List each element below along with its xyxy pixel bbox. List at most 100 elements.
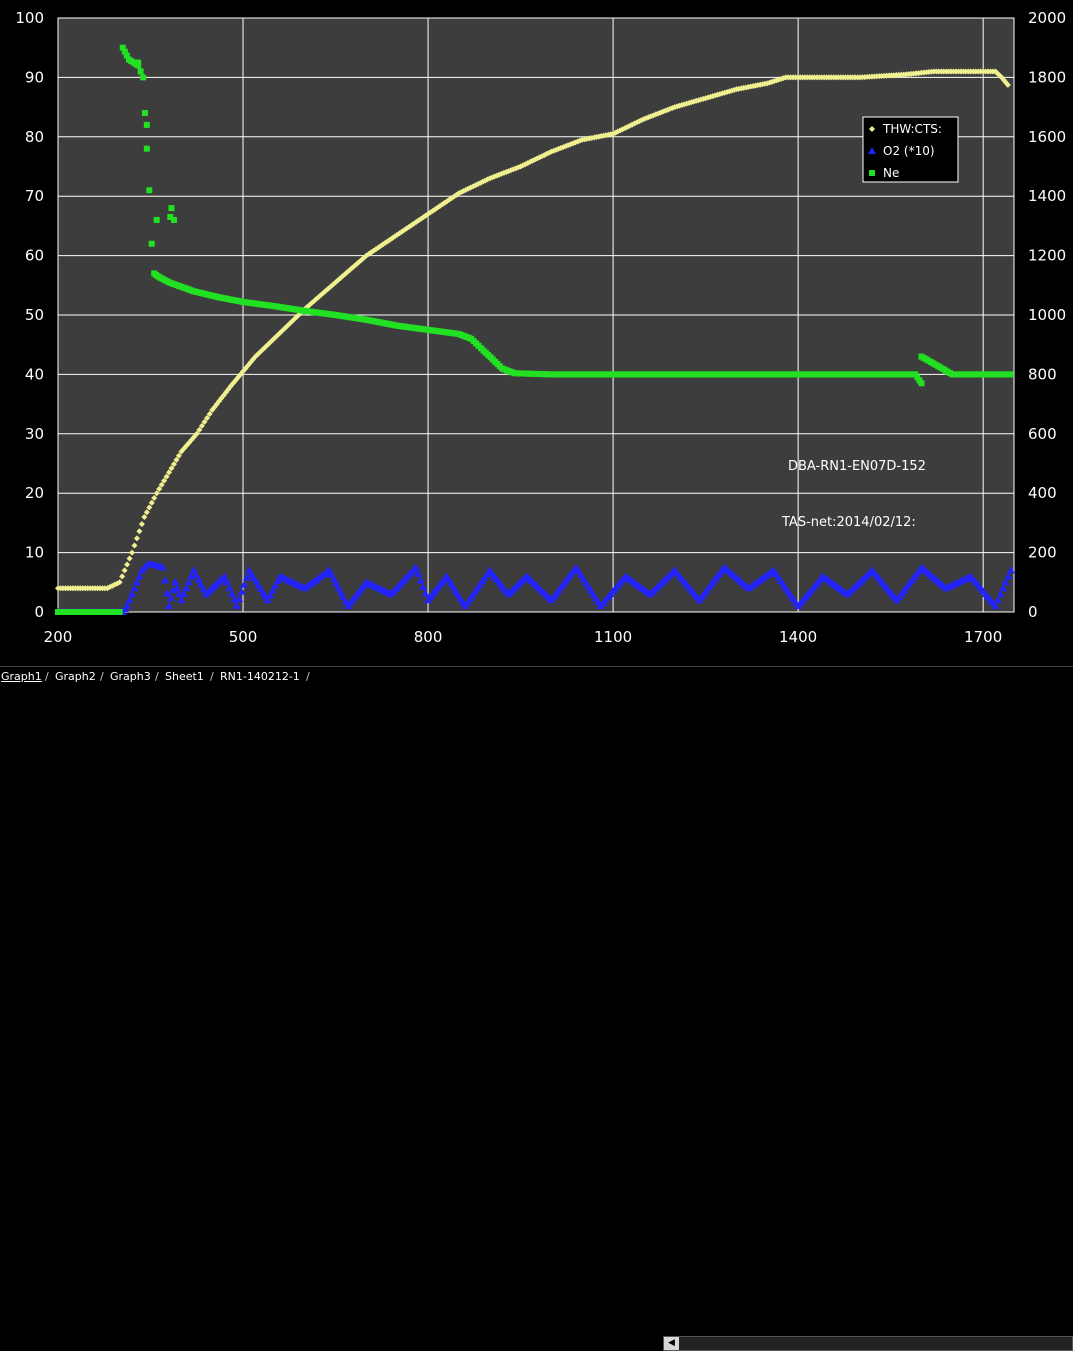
diamond-point	[153, 490, 160, 497]
triangle-point	[475, 580, 484, 588]
y-right-tick-label: 800	[1028, 365, 1057, 383]
y-left-tick-label: 90	[25, 68, 44, 86]
x-tick-label: 500	[229, 628, 258, 646]
diamond-point	[143, 509, 150, 516]
y-left-tick-label: 70	[25, 187, 44, 205]
diamond-point	[146, 504, 153, 511]
square-point	[869, 170, 875, 176]
diamond-point	[136, 528, 143, 535]
diamond-point	[170, 461, 177, 468]
triangle-point	[421, 589, 430, 597]
diamond-point	[141, 513, 148, 520]
square-point	[168, 205, 175, 212]
triangle-point	[266, 591, 275, 599]
tab-graph3[interactable]: Graph3	[110, 670, 151, 683]
triangle-point	[414, 569, 423, 577]
tab-separator: /	[155, 670, 159, 683]
y-right-tick-label: 2000	[1028, 9, 1066, 27]
triangle-point	[125, 596, 134, 604]
triangle-point	[184, 578, 193, 586]
diamond-point	[173, 456, 180, 463]
triangle-point	[167, 594, 176, 602]
y-left-tick-label: 0	[34, 603, 44, 621]
square-point	[143, 121, 150, 128]
x-tick-label: 1400	[779, 628, 817, 646]
y-left-tick-label: 80	[25, 128, 44, 146]
triangle-point	[263, 596, 272, 604]
horizontal-scrollbar[interactable]: ◀	[663, 1336, 1073, 1351]
triangle-point	[182, 584, 191, 592]
chart: 200 500 800 1100 1400 1700 0 10 20 30 40 50 60 70 80 9…	[15, 9, 1066, 646]
y-right-tick-label: 200	[1028, 544, 1057, 562]
tab-separator: /	[210, 670, 214, 683]
diamond-point	[166, 469, 173, 476]
y-right-tick-label: 1800	[1028, 68, 1066, 86]
diamond-point	[148, 499, 155, 506]
y-right-tick-label: 1200	[1028, 247, 1066, 265]
tab-rn1-140212-1[interactable]: RN1-140212-1	[220, 670, 300, 683]
annotation-id: DBA-RN1-EN07D-152	[788, 459, 926, 474]
legend-items: THW:CTS: O2 (*10) Ne	[868, 122, 942, 180]
square-point	[918, 380, 925, 387]
x-tick-label: 1100	[594, 628, 632, 646]
triangle-point	[478, 577, 487, 585]
scroll-left-icon[interactable]: ◀	[664, 1337, 679, 1350]
diamond-point	[116, 579, 123, 586]
x-tick-label: 200	[44, 628, 73, 646]
x-tick-label: 1700	[964, 628, 1002, 646]
triangle-point	[271, 581, 280, 589]
triangle-point	[1006, 566, 1015, 574]
triangle-point	[177, 596, 186, 604]
diamond-point	[198, 422, 205, 429]
triangle-point	[1001, 578, 1010, 586]
triangle-point	[123, 602, 132, 610]
triangle-point	[225, 584, 234, 592]
legend-label: Ne	[883, 166, 899, 180]
square-point	[146, 187, 153, 194]
legend: THW:CTS: O2 (*10) Ne	[862, 116, 959, 183]
diamond-point	[126, 555, 133, 562]
diamond-point	[133, 535, 140, 542]
square-point	[137, 68, 144, 75]
y-axis-left-ticks: 0 10 20 30 40 50 60 70 80 90 100	[15, 9, 44, 621]
triangle-point	[416, 576, 425, 584]
tab-graph2[interactable]: Graph2	[55, 670, 96, 683]
triangle-point	[220, 572, 229, 580]
triangle-point	[996, 590, 1005, 598]
y-left-tick-label: 50	[25, 306, 44, 324]
square-point	[123, 52, 130, 59]
y-left-tick-label: 60	[25, 247, 44, 265]
diamond-point	[129, 549, 136, 556]
triangle-point	[179, 590, 188, 598]
diamond-point	[168, 465, 175, 472]
y-left-tick-label: 40	[25, 365, 44, 383]
series-ne-outliers	[135, 59, 177, 223]
square-point	[1007, 371, 1014, 378]
diamond-point	[124, 561, 131, 568]
diamond-point	[193, 430, 200, 437]
y-right-tick-label: 0	[1028, 603, 1038, 621]
legend-box	[862, 116, 959, 183]
triangle-point	[1004, 572, 1013, 580]
square-point	[135, 59, 142, 66]
tab-graph1[interactable]: Graph1	[1, 670, 42, 683]
tab-sheet1[interactable]: Sheet1	[165, 670, 204, 683]
diamond-point	[163, 473, 170, 480]
diamond-point	[161, 477, 168, 484]
triangle-point	[194, 575, 203, 583]
x-axis-ticks: 200 500 800 1100 1400 1700	[44, 628, 1003, 646]
triangle-point	[470, 587, 479, 595]
diamond-point	[119, 573, 126, 580]
triangle-point	[273, 577, 282, 585]
diamond-point	[175, 452, 182, 459]
square-point	[153, 216, 160, 223]
tab-separator: /	[45, 670, 49, 683]
diamond-point	[196, 426, 203, 433]
triangle-point	[165, 602, 174, 610]
triangle-point	[199, 585, 208, 593]
diamond-point	[151, 494, 158, 501]
square-point	[148, 240, 155, 247]
legend-label: O2 (*10)	[883, 144, 935, 158]
triangle-point	[473, 584, 482, 592]
series-thw-cts-	[55, 68, 1011, 592]
